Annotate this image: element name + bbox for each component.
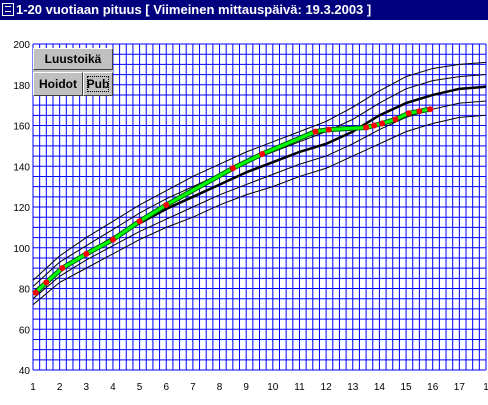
measurement-point: [325, 126, 332, 133]
percentile-curve: [32, 100, 487, 300]
x-tick-label: 10: [267, 382, 279, 393]
x-tick-label: 4: [110, 382, 116, 393]
luustoika-button[interactable]: Luustoikä: [33, 48, 113, 70]
y-tick-label: 60: [19, 325, 31, 336]
measurement-point: [405, 110, 412, 117]
measurement-point: [136, 218, 143, 225]
y-tick-label: 100: [13, 244, 30, 255]
x-tick-label: 9: [243, 382, 249, 393]
x-tick-label: 11: [294, 382, 305, 393]
x-tick-label: 13: [347, 382, 359, 393]
measurement-point: [363, 124, 370, 131]
measurement-point: [109, 236, 116, 243]
x-tick-label: 7: [190, 382, 196, 393]
x-tick-label: 17: [454, 382, 466, 393]
measurement-point: [259, 151, 266, 158]
measurement-point: [59, 265, 66, 272]
hoidot-button[interactable]: Hoidot: [33, 72, 83, 96]
measurement-point: [83, 250, 90, 257]
x-tick-label: 16: [427, 382, 439, 393]
x-tick-label: 14: [374, 382, 386, 393]
measurement-point: [416, 108, 423, 115]
title-bar[interactable]: 1-20 vuotiaan pituus [ Viimeinen mittaus…: [0, 0, 488, 20]
percentile-curve: [32, 114, 487, 306]
focus-indicator: [87, 76, 109, 92]
y-tick-label: 40: [19, 366, 31, 377]
measurement-point: [43, 279, 50, 286]
y-tick-label: 120: [13, 203, 30, 214]
growth-chart: 200180160140120100806040cm12345678910111…: [13, 40, 488, 393]
pub-button-label: Pub: [86, 77, 110, 91]
measurement-point: [371, 122, 378, 129]
x-tick-label: 5: [137, 382, 143, 393]
measurement-point: [163, 201, 170, 208]
measurement-point: [229, 165, 236, 172]
x-tick-label: 6: [163, 382, 169, 393]
button-panel: Luustoikä Hoidot Pub: [33, 48, 113, 96]
pub-button[interactable]: Pub: [83, 72, 113, 96]
y-tick-label: 160: [13, 122, 30, 133]
x-tick-label: 12: [321, 382, 333, 393]
y-tick-label: 80: [19, 285, 31, 296]
x-tick-label: 15: [400, 382, 412, 393]
percentile-curve: [32, 61, 487, 281]
y-tick-label: 200: [13, 40, 30, 51]
growth-chart-area: 200180160140120100806040cm12345678910111…: [0, 20, 488, 405]
y-tick-label: 180: [13, 81, 30, 92]
measurement-point: [427, 106, 434, 113]
x-tick-label: 1: [483, 382, 488, 393]
x-tick-label: 2: [57, 382, 63, 393]
x-tick-label: 1: [30, 382, 36, 393]
x-tick-label: 8: [217, 382, 223, 393]
window-title: 1-20 vuotiaan pituus [ Viimeinen mittaus…: [16, 2, 372, 17]
y-tick-label: 140: [13, 162, 30, 173]
measurement-point: [379, 120, 386, 127]
measurement-point: [32, 289, 39, 296]
x-tick-label: 3: [84, 382, 90, 393]
measurement-point: [312, 128, 319, 135]
app-window-icon[interactable]: [2, 3, 14, 16]
measurement-point: [392, 116, 399, 123]
